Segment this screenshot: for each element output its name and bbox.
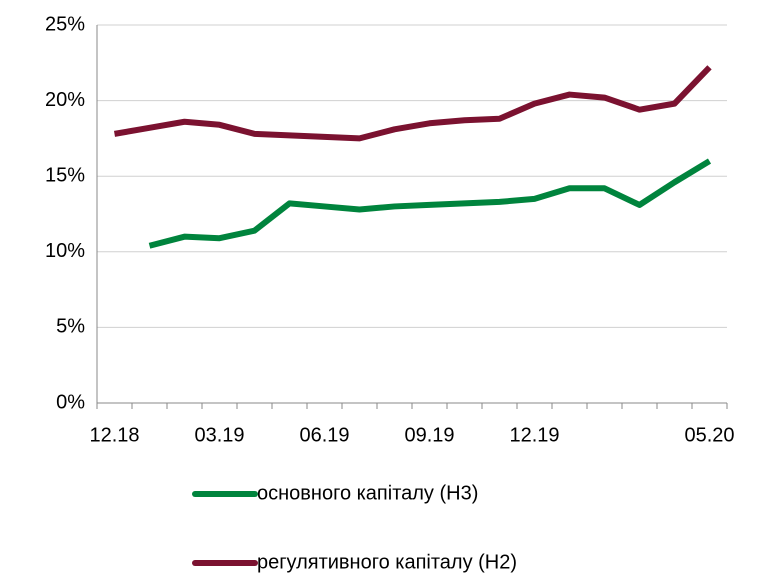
x-tick-label: 09.19 [404,424,454,446]
y-tick-label: 20% [45,89,85,111]
legend-label: регулятивного капіталу (Н2) [257,551,517,573]
y-tick-label: 25% [45,13,85,35]
series-line [148,158,712,249]
x-tick-label: 03.19 [194,424,244,446]
x-tick-label: 12.19 [509,424,559,446]
x-tick-label: 06.19 [299,424,349,446]
x-tick-label: 05.20 [684,424,734,446]
x-tick-label: 12.18 [89,424,139,446]
legend-label: основного капіталу (Н3) [257,482,478,504]
y-tick-label: 15% [45,164,85,186]
y-tick-label: 0% [56,391,85,413]
series-line [113,65,712,142]
y-tick-label: 10% [45,240,85,262]
y-tick-label: 5% [56,316,85,338]
